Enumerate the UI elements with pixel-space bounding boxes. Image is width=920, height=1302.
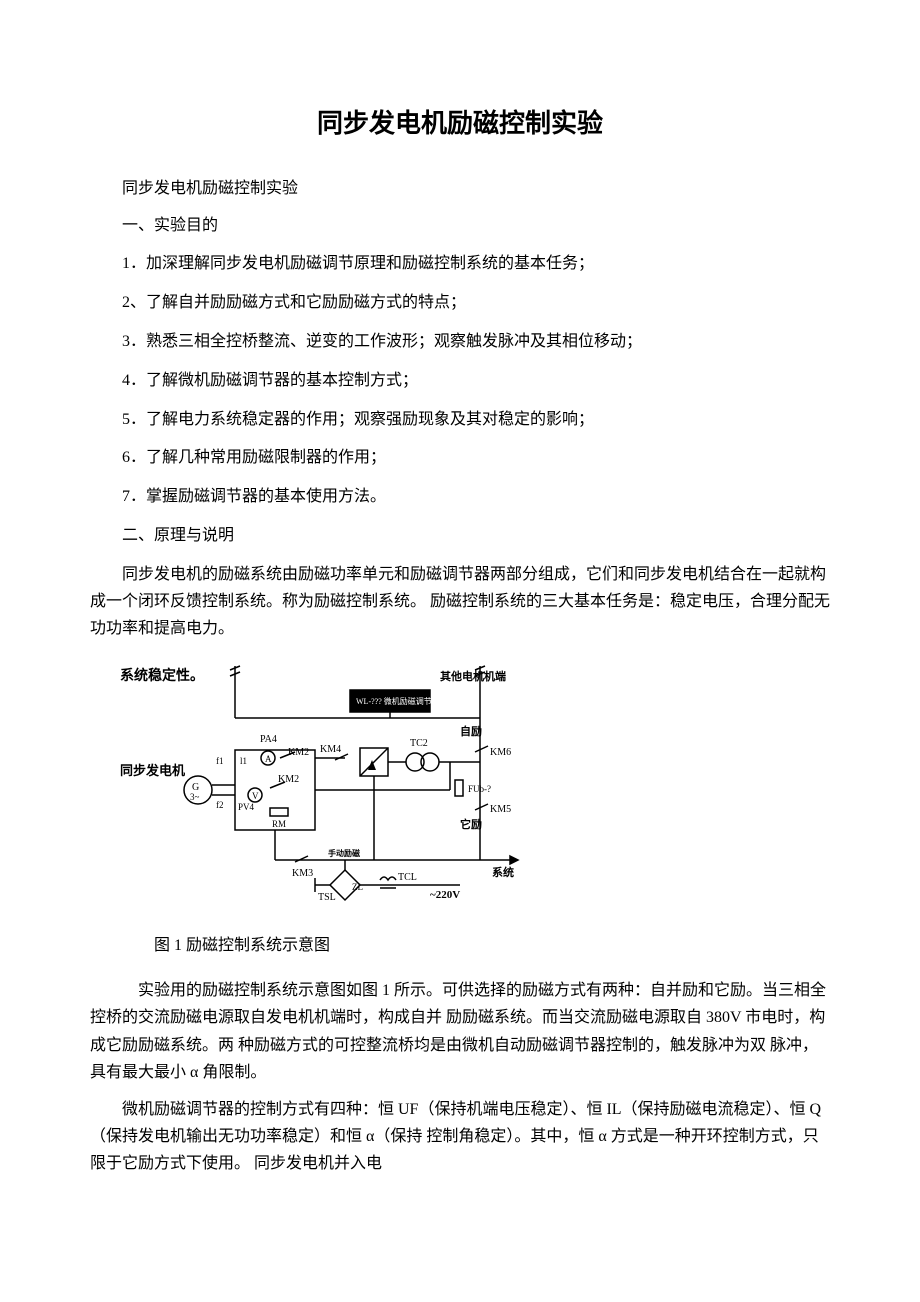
principle-paragraph: 同步发电机的励磁系统由励磁功率单元和励磁调节器两部分组成，它们和同步发电机结合在… (90, 561, 830, 643)
diagram-v: V (252, 791, 259, 801)
diagram-pa4: PA4 (260, 734, 277, 745)
section-1-heading: 一、实验目的 (90, 212, 830, 241)
body-paragraph-1: 实验用的励磁控制系统示意图如图 1 所示。可供选择的励磁方式有两种：自并励和它励… (90, 977, 830, 1086)
diagram-tcl: TCL (398, 872, 417, 883)
page-title: 同步发电机励磁控制实验 (90, 100, 830, 147)
objective-item: 5．了解电力系统稳定器的作用；观察强励现象及其对稳定的影响； (90, 406, 830, 435)
diagram-km6: KM6 (490, 747, 511, 758)
objective-item: 6．了解几种常用励磁限制器的作用； (90, 444, 830, 473)
diagram-km4: KM4 (320, 744, 341, 755)
diagram-label-otherexc: 它励 (460, 817, 482, 831)
intro-line: 同步发电机励磁控制实验 (90, 175, 830, 204)
diagram-km2a: KM2 (288, 747, 309, 758)
diagram-pv4: PV4 (238, 802, 255, 812)
objective-item: 1．加深理解同步发电机励磁调节原理和励磁控制系统的基本任务； (90, 250, 830, 279)
circuit-diagram: 系统稳定性。 WL-??? 微机励磁调节器 其他电机机端 同步发电机 G 3~ (120, 660, 830, 920)
diagram-label-220v: ~220V (430, 889, 460, 901)
objective-item: 4．了解微机励磁调节器的基本控制方式； (90, 367, 830, 396)
diagram-tsl: TSL (318, 892, 336, 903)
body-paragraph-2: 微机励磁调节器的控制方式有四种：恒 UF（保持机端电压稳定）、恒 IL（保持励磁… (90, 1096, 830, 1178)
objective-item: 2、了解自并励励磁方式和它励励磁方式的特点； (90, 289, 830, 318)
diagram-km3: KM3 (292, 868, 313, 879)
diagram-label-right-top: 其他电机机端 (440, 669, 506, 683)
diagram-fub: FUb-? (468, 784, 491, 794)
diagram-rm: RM (272, 819, 286, 829)
objective-item: 3．熟悉三相全控桥整流、逆变的工作波形；观察触发脉冲及其相位移动； (90, 328, 830, 357)
diagram-km5: KM5 (490, 804, 511, 815)
diagram-f1: f1 (216, 756, 224, 766)
diagram-l1: l1 (240, 756, 247, 766)
svg-text:3~: 3~ (190, 792, 200, 802)
figure-caption: 图 1 励磁控制系统示意图 (90, 932, 830, 961)
diagram-label-syncgen: 同步发电机 (120, 763, 185, 778)
diagram-label-sys: 系统 (492, 865, 514, 879)
diagram-label-stability: 系统稳定性。 (120, 667, 204, 684)
diagram-f2: f2 (216, 800, 224, 810)
section-2-heading: 二、原理与说明 (90, 522, 830, 551)
diagram-box-label: WL-??? 微机励磁调节器 (356, 696, 440, 706)
diagram-label-selfexc: 自励 (460, 724, 482, 738)
diagram-zl: ZL (352, 882, 363, 892)
diagram-a: A (265, 754, 272, 764)
svg-text:手动励磁: 手动励磁 (328, 848, 360, 858)
diagram-tc2: TC2 (410, 738, 428, 749)
objective-item: 7．掌握励磁调节器的基本使用方法。 (90, 483, 830, 512)
